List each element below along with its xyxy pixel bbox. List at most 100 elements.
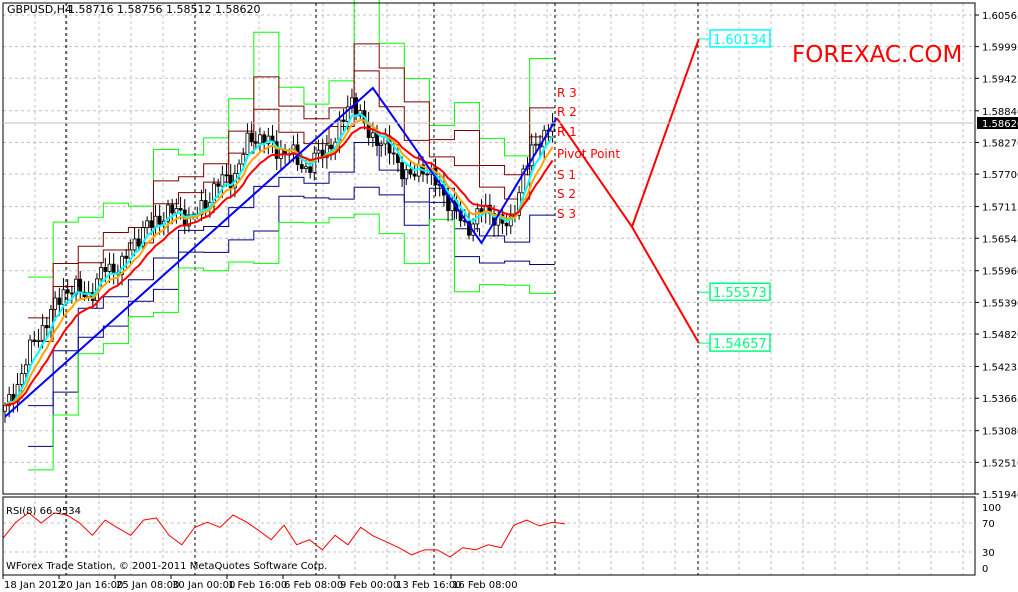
y-tick-label: 1.55390 xyxy=(982,298,1018,309)
rsi-label: RSI(8) 66.9534 xyxy=(6,506,81,517)
candle-body xyxy=(304,166,308,169)
zigzag xyxy=(4,86,558,418)
candle-body xyxy=(253,141,258,144)
candle-body xyxy=(216,183,221,187)
target-box xyxy=(709,333,771,352)
candle-body xyxy=(345,106,350,122)
candle-body xyxy=(166,204,170,222)
candle-body xyxy=(245,132,250,155)
candle-body xyxy=(224,174,229,177)
candle-body xyxy=(153,215,158,228)
candle-body xyxy=(61,289,66,305)
candle-body xyxy=(28,339,32,366)
projection-line xyxy=(555,38,700,230)
candle-body xyxy=(120,255,124,275)
moving-average-line xyxy=(4,126,554,407)
candle-body xyxy=(174,208,179,214)
target-box xyxy=(709,282,771,301)
y-tick-label: 1.56545 xyxy=(982,234,1018,245)
y-tick-label: 1.52510 xyxy=(982,458,1018,469)
y-tick-label: 1.57115 xyxy=(982,203,1018,214)
rsi-tick-label: 70 xyxy=(982,519,995,530)
candle-body xyxy=(299,164,304,169)
x-tick-label: 20 Jan 16:00 xyxy=(60,580,123,591)
chart-header-ohlc: 1.58716 1.58756 1.58512 1.58620 xyxy=(68,3,260,16)
main-panel-frame xyxy=(2,2,976,495)
candle-body xyxy=(103,267,108,272)
candle-body xyxy=(149,220,154,228)
y-tick-label: 1.53080 xyxy=(982,427,1018,438)
candle-body xyxy=(370,132,375,138)
candle-body xyxy=(53,297,58,310)
candle-body xyxy=(241,154,246,165)
x-tick-label: 13 Feb 16:00 xyxy=(396,580,462,591)
y-tick-label: 1.57700 xyxy=(982,170,1018,181)
pivot-band-line xyxy=(28,213,555,471)
candle-body xyxy=(308,166,313,173)
candle-body xyxy=(203,200,208,209)
pivot-label: S 3 xyxy=(557,207,576,221)
moving-averages xyxy=(4,112,554,407)
candle-body xyxy=(258,134,262,144)
candle-body xyxy=(157,215,162,225)
pivot-label: S 1 xyxy=(557,168,576,182)
candle-body xyxy=(107,263,112,272)
candle-body xyxy=(44,325,49,329)
current-price-marker xyxy=(977,117,1018,130)
x-tick-label: 25 Jan 08:00 xyxy=(116,580,179,591)
candle-body xyxy=(412,173,417,177)
candle-body xyxy=(23,364,28,375)
candle-body xyxy=(170,204,175,214)
candle-body xyxy=(124,255,129,259)
pivot-label: R 1 xyxy=(557,125,577,139)
rsi-panel-frame xyxy=(2,496,976,576)
candle-body xyxy=(396,153,400,163)
candle-body xyxy=(266,135,271,145)
candle-body xyxy=(36,339,41,342)
watermark: FOREXAC.COM xyxy=(792,42,962,68)
target-box xyxy=(709,29,771,48)
y-tick-label: 1.54235 xyxy=(982,363,1018,374)
candle-body xyxy=(408,169,413,175)
pivot-band-line xyxy=(28,0,555,278)
candle-body xyxy=(69,292,74,295)
candle-body xyxy=(212,183,216,203)
pivot-label: Pivot Point xyxy=(557,147,620,161)
grid xyxy=(3,3,975,575)
x-tick-label: 16 Feb 08:00 xyxy=(452,580,518,591)
target-price-label: 1.54657 xyxy=(713,337,767,352)
projection-line xyxy=(631,226,700,344)
candle-body xyxy=(19,373,24,385)
pivot-label: R 3 xyxy=(557,86,577,100)
x-tick-label: 18 Jan 2012 xyxy=(4,580,64,591)
candle-body xyxy=(521,168,526,194)
candle-body xyxy=(78,278,83,293)
pivot-label: R 2 xyxy=(557,105,577,119)
candle-body xyxy=(533,143,538,146)
candle-body xyxy=(187,214,191,227)
candle-body xyxy=(145,220,150,229)
pivot-band-line xyxy=(28,186,555,447)
y-tick-label: 1.53665 xyxy=(982,394,1018,405)
x-tick-label: 9 Feb 00:00 xyxy=(340,580,399,591)
rsi-tick-label: 0 xyxy=(982,564,988,575)
copyright-text: WForex Trade Station, © 2001-2011 MetaQu… xyxy=(6,561,327,572)
y-tick-label: 1.54820 xyxy=(982,330,1018,341)
moving-average-line xyxy=(4,118,554,407)
candle-body xyxy=(316,149,321,154)
candle-body xyxy=(220,174,225,187)
pivot-bands xyxy=(28,0,555,471)
target-price-label: 1.55573 xyxy=(713,286,767,301)
zigzag-line xyxy=(4,86,558,418)
y-tick-label: 1.59425 xyxy=(982,74,1018,85)
candle-body xyxy=(237,163,241,174)
projection: 1.60134 1.55573 1.54657 R 3 R 2 R 1 Pivot Poin… xyxy=(555,29,771,352)
candle-body xyxy=(178,208,183,211)
candle-body xyxy=(141,227,145,247)
rsi-tick-label: 30 xyxy=(982,548,995,559)
y-tick-label: 1.55960 xyxy=(982,267,1018,278)
pivot-label: S 2 xyxy=(557,187,576,201)
pivot-band-line xyxy=(28,43,555,319)
